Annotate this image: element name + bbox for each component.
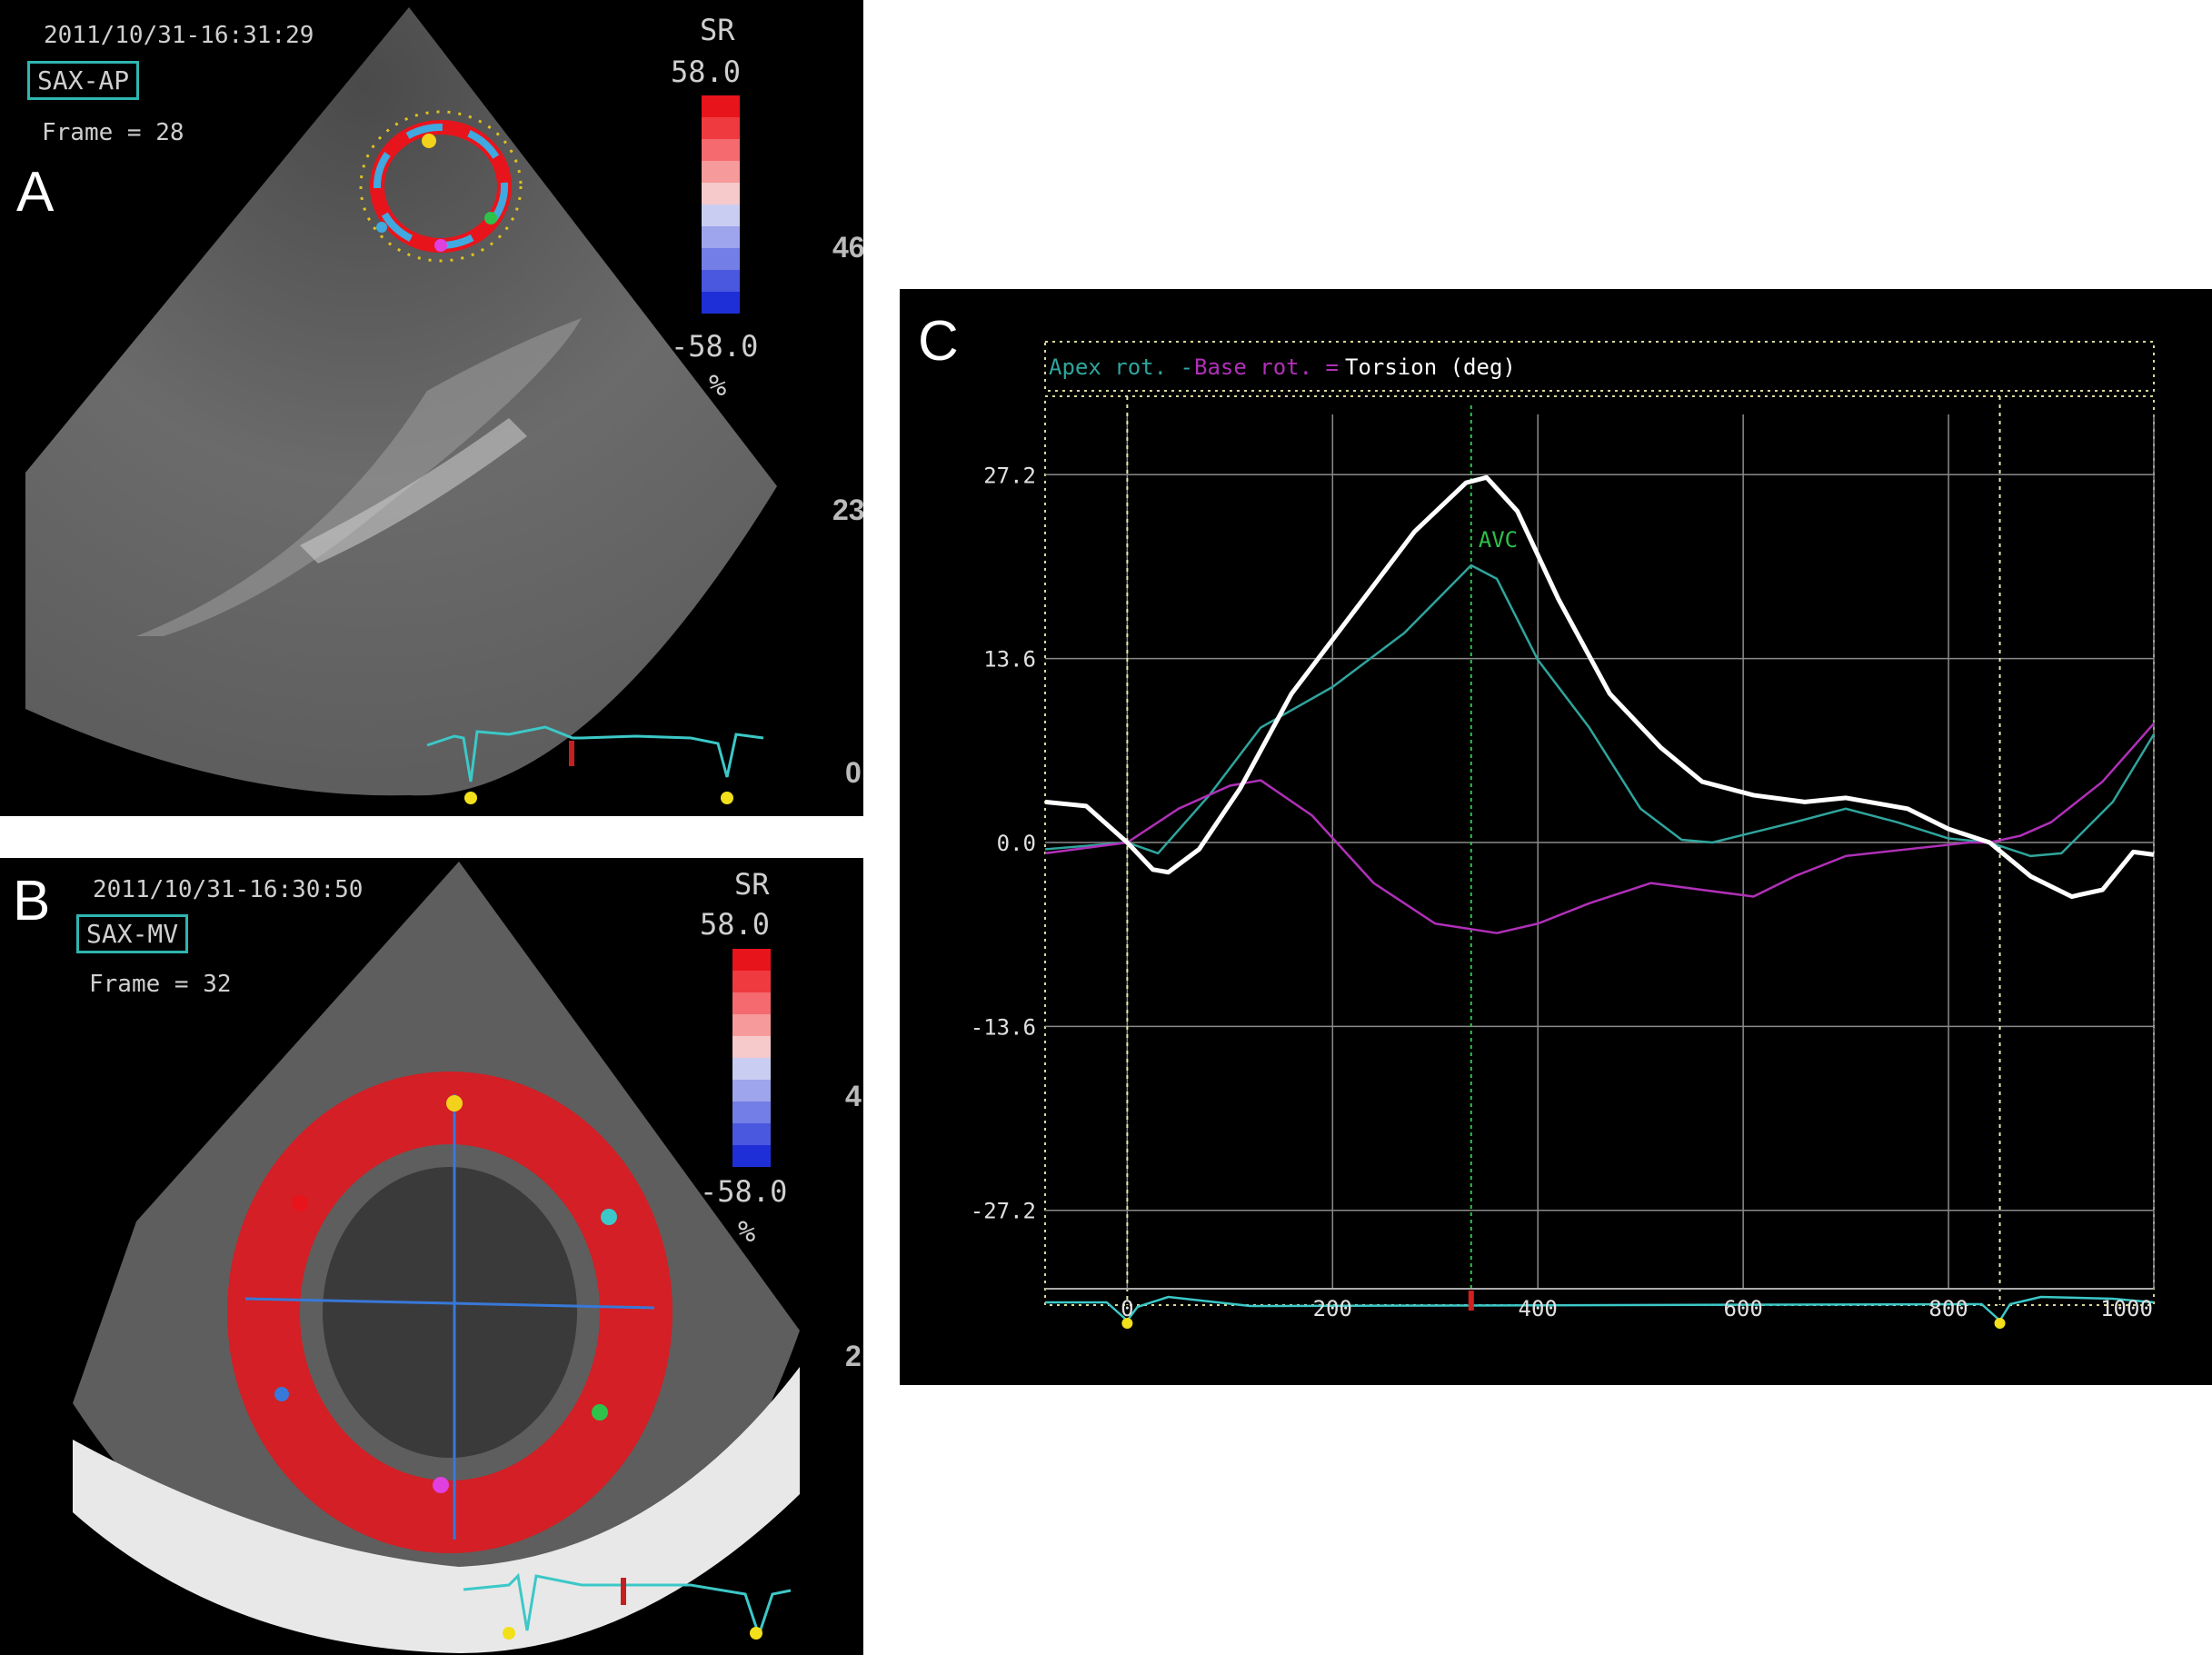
panel-a-depth-mark: 46 [832, 231, 863, 264]
panel-b-scale-top: 58.0 [700, 907, 771, 942]
x-tick-label: 800 [1928, 1296, 1968, 1321]
x-tick-label: 0 [1121, 1296, 1133, 1321]
x-tick-label: 400 [1519, 1296, 1558, 1321]
panel-b-letter: B [13, 870, 51, 932]
series-line-torsion [1044, 474, 2155, 900]
panel-a-short-axis-apex: A 2011/10/31-16:31:29 SAX-AP Frame = 28 … [0, 0, 863, 816]
y-tick-label: 0.0 [997, 831, 1036, 856]
panel-b-depth-mark: 4 [845, 1080, 862, 1112]
panel-a-timestamp: 2011/10/31-16:31:29 [44, 22, 314, 49]
panel-a-scale-bottom: -58.0 [671, 329, 759, 364]
panel-a-frame: Frame = 28 [42, 119, 184, 146]
panel-b-unit: % [738, 1214, 756, 1249]
panel-b-short-axis-mitral: B 2011/10/31-16:30:50 SAX-MV Frame = 32 … [0, 858, 863, 1655]
panel-b-frame: Frame = 32 [89, 971, 232, 998]
y-tick-label: -13.6 [971, 1014, 1036, 1040]
x-tick-label: 200 [1313, 1296, 1352, 1321]
panel-a-color-scale [702, 95, 740, 314]
x-tick-label: 600 [1723, 1296, 1762, 1321]
panel-a-sr-label: SR [700, 13, 735, 47]
panel-a-ecg-trace [426, 725, 764, 783]
panel-b-scale-bottom: -58.0 [700, 1174, 788, 1209]
panel-b-echo-image [73, 862, 800, 1653]
ecg-r-peak-marker [1994, 1318, 2006, 1329]
panel-b-view-label: SAX-MV [76, 914, 189, 953]
legend-entry: Apex rot. - [1049, 354, 1193, 380]
panel-a-letter: A [16, 161, 55, 224]
panel-a-depth-mark: 23 [832, 494, 863, 526]
panel-c-letter: C [918, 310, 959, 373]
panel-b-ecg-trace [463, 1572, 792, 1640]
panel-a-sector [25, 7, 777, 796]
plot-frame [1044, 395, 2155, 1306]
ecg-cursor [1468, 1291, 1474, 1311]
legend-frame [1044, 341, 2155, 392]
y-tick-label: -27.2 [971, 1199, 1036, 1224]
panel-b-color-scale [732, 949, 771, 1167]
panel-b-sr-label: SR [734, 867, 770, 902]
y-tick-label: 27.2 [983, 463, 1036, 488]
panel-a-view-label: SAX-AP [27, 61, 140, 100]
ecg-trace [1045, 1295, 2155, 1322]
panel-a-echo-image [25, 7, 777, 804]
torsion-plot: Apex rot. - Base rot. = Torsion (deg) 27.2 1… [971, 341, 2156, 1329]
legend-entry: Torsion (deg) [1345, 354, 1516, 380]
avc-label: AVC [1479, 527, 1518, 553]
panel-b-timestamp: 2011/10/31-16:30:50 [93, 876, 364, 903]
legend-entry: Base rot. = [1194, 354, 1339, 380]
panel-a-scale-top: 58.0 [671, 55, 742, 89]
panel-b-depth-mark: 2 [845, 1340, 862, 1372]
panel-a-depth-mark: 0 [845, 756, 862, 789]
panel-b-ecg-cursor [621, 1578, 626, 1605]
series-line-apex-rot [1044, 563, 2156, 858]
panel-a-unit: % [709, 368, 727, 403]
series-line-base-rot [1044, 723, 2155, 934]
panel-a-ecg-cursor [569, 741, 574, 766]
y-tick-label: 13.6 [983, 647, 1036, 673]
ecg-r-peak-marker [1121, 1318, 1133, 1329]
panel-c-torsion-chart: C Apex rot. - Base rot. = Torsion (deg) 27.… [900, 289, 2212, 1385]
x-tick-label: 1000 [2100, 1296, 2153, 1321]
